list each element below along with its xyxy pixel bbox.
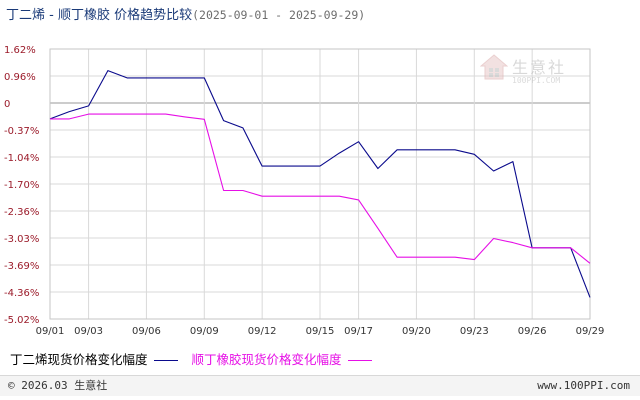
y-tick-label: -3.03% [4, 234, 39, 245]
y-tick-label: -4.36% [4, 288, 39, 299]
y-tick-label: -1.04% [4, 153, 39, 164]
x-tick-label: 09/01 [36, 326, 65, 337]
chart-legend: 丁二烯现货价格变化幅度 顺丁橡胶现货价格变化幅度 [10, 350, 382, 370]
footer: © 2026.03 生意社 www.100PPI.com [0, 375, 640, 396]
watermark-text: 生意社 [512, 58, 567, 77]
y-tick-label: -3.69% [4, 261, 39, 272]
watermark-subtext: 100PPI.COM [512, 76, 561, 85]
chart-title-main: 丁二烯 - 顺丁橡胶 价格趋势比较 [6, 8, 193, 23]
x-tick-label: 09/15 [306, 326, 335, 337]
chart-date-range: (2025-09-01 - 2025-09-29) [192, 8, 366, 22]
series-line-br-rubber [50, 113, 591, 264]
legend-item-butadiene: 丁二烯现货价格变化幅度 [10, 350, 178, 370]
x-tick-label: 09/12 [248, 326, 277, 337]
x-tick-label: 09/17 [344, 326, 373, 337]
x-tick-label: 09/26 [518, 326, 547, 337]
y-tick-label: -1.70% [4, 180, 39, 191]
y-tick-label: 1.62% [4, 45, 36, 56]
y-tick-label: -5.02% [4, 315, 39, 326]
house-logo-icon [480, 54, 508, 80]
y-tick-label: -2.36% [4, 207, 39, 218]
y-tick-label: 0.96% [4, 72, 36, 83]
x-tick-label: 09/29 [576, 326, 605, 337]
legend-label-butadiene: 丁二烯现货价格变化幅度 [10, 352, 148, 367]
y-tick-label: -0.37% [4, 126, 39, 137]
legend-item-br-rubber: 顺丁橡胶现货价格变化幅度 [192, 350, 372, 370]
x-tick-label: 09/23 [460, 326, 489, 337]
chart-title: 丁二烯 - 顺丁橡胶 价格趋势比较(2025-09-01 - 2025-09-2… [6, 4, 365, 26]
legend-swatch-butadiene [153, 360, 178, 361]
watermark: 生意社 100PPI.COM [478, 52, 578, 92]
series-line-butadiene [49, 70, 591, 298]
footer-url[interactable]: www.100PPI.com [537, 379, 630, 392]
legend-label-br-rubber: 顺丁橡胶现货价格变化幅度 [191, 352, 342, 367]
x-tick-label: 09/09 [190, 326, 219, 337]
legend-swatch-br-rubber [347, 360, 372, 361]
y-tick-label: 0 [4, 99, 10, 110]
x-tick-label: 09/06 [132, 326, 161, 337]
plot-frame [49, 48, 591, 320]
x-tick-label: 09/20 [402, 326, 431, 337]
footer-copyright: © 2026.03 生意社 [8, 379, 108, 392]
x-tick-label: 09/03 [74, 326, 103, 337]
